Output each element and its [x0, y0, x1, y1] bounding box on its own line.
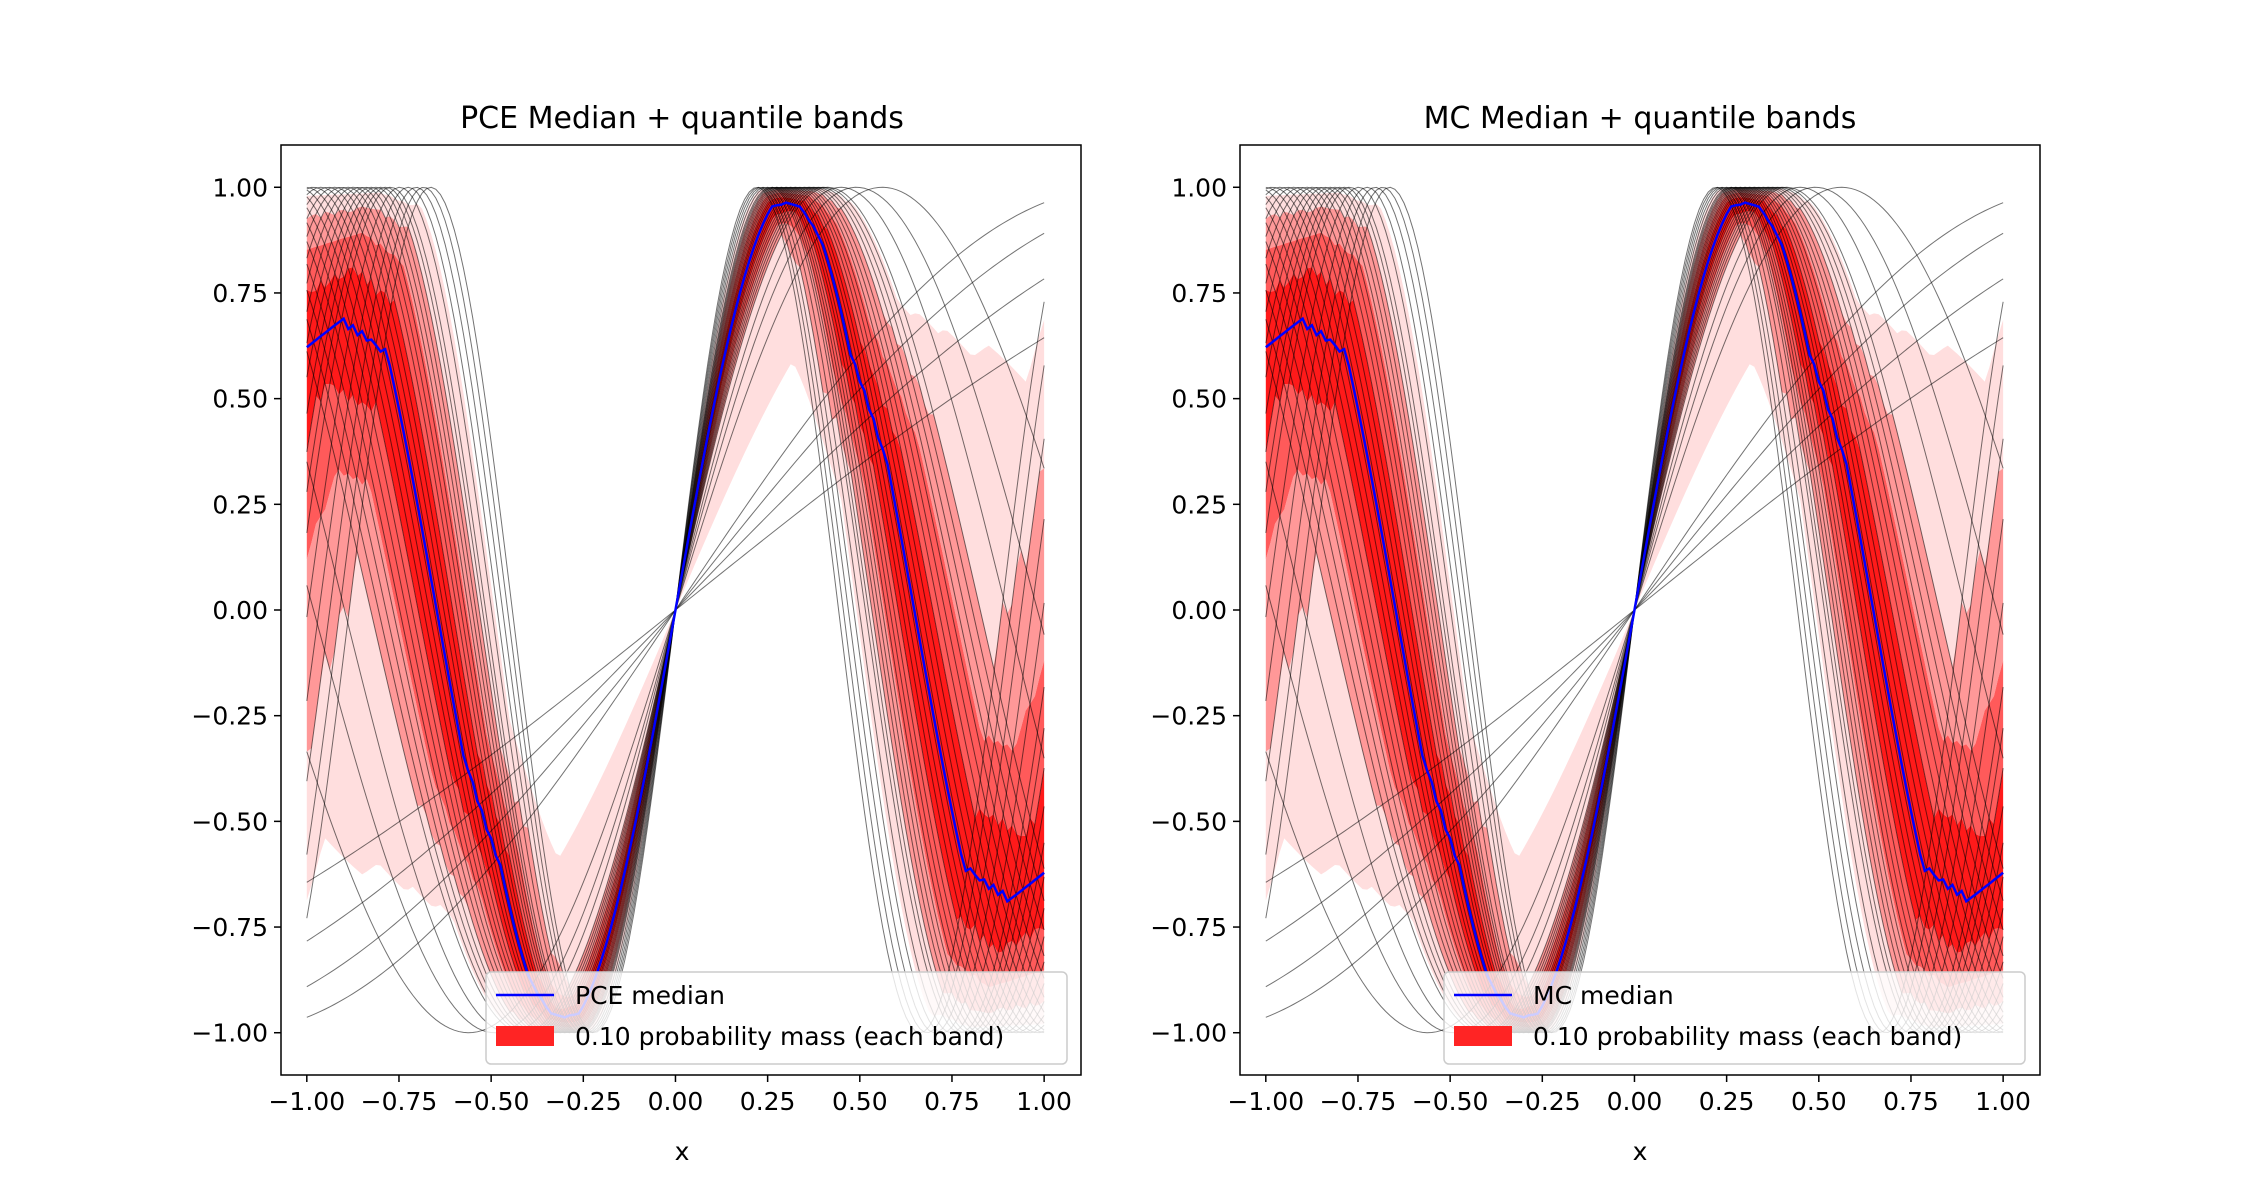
x-tick-label: 0.25: [1699, 1087, 1755, 1116]
x-tick-label: 1.00: [1975, 1087, 2031, 1116]
x-tick-label: 0.00: [648, 1087, 704, 1116]
legend-band-label: 0.10 probability mass (each band): [1533, 1022, 1962, 1051]
y-tick-label: −0.75: [191, 913, 268, 942]
y-tick-label: 0.00: [1171, 596, 1227, 625]
y-tick-label: 0.25: [1171, 490, 1227, 519]
y-tick-label: 0.00: [212, 596, 268, 625]
legend: PCE median 0.10 probability mass (each b…: [485, 971, 1068, 1065]
y-tick-label: 0.50: [1171, 385, 1227, 414]
y-tick-label: −1.00: [191, 1019, 268, 1048]
x-tick-label: 0.50: [1791, 1087, 1847, 1116]
median-line: [306, 201, 1045, 1019]
x-tick-label: −0.25: [1504, 1087, 1581, 1116]
x-tick-label: 1.00: [1016, 1087, 1072, 1116]
y-tick-label: 0.75: [1171, 279, 1227, 308]
chart-title: MC Median + quantile bands: [1424, 101, 1857, 136]
legend-box: [1443, 971, 2026, 1065]
y-tick-label: 1.00: [1171, 173, 1227, 202]
y-tick-label: −0.50: [1150, 807, 1227, 836]
x-axis-label: x: [675, 1137, 690, 1166]
y-tick-label: −0.25: [1150, 702, 1227, 731]
x-tick-label: −0.25: [545, 1087, 622, 1116]
median-line: [1265, 201, 2004, 1019]
y-tick-label: 0.75: [212, 279, 268, 308]
chart-title: PCE Median + quantile bands: [460, 101, 904, 136]
x-tick-label: −0.75: [361, 1087, 438, 1116]
legend-band-label: 0.10 probability mass (each band): [575, 1022, 1004, 1051]
axis-ticks: −1.00 −0.75 −0.50 −0.25 0.00 0.25 0.50 0.75 1.00…: [191, 173, 1072, 1116]
y-tick-label: 0.50: [212, 385, 268, 414]
x-tick-label: 0.75: [1883, 1087, 1939, 1116]
x-tick-label: 0.75: [924, 1087, 980, 1116]
x-tick-label: 0.00: [1607, 1087, 1663, 1116]
x-tick-label: −0.50: [1412, 1087, 1489, 1116]
legend-median-label: PCE median: [575, 981, 725, 1010]
plot-area: [1265, 186, 2004, 1034]
x-tick-label: 0.50: [832, 1087, 888, 1116]
y-tick-label: 1.00: [212, 173, 268, 202]
chart-panel-pce: PCE Median + quantile bands −1.00 −0.75 −0…: [191, 101, 1082, 1166]
y-tick-label: −0.25: [191, 702, 268, 731]
legend: MC median 0.10 probability mass (each ba…: [1443, 971, 2026, 1065]
legend-band-swatch: [496, 1026, 554, 1046]
chart-panel-mc: MC Median + quantile bands −1.00 −0.75 −0.…: [1150, 101, 2041, 1166]
x-tick-label: −1.00: [1227, 1087, 1304, 1116]
x-tick-label: −1.00: [268, 1087, 345, 1116]
legend-box: [485, 971, 1068, 1065]
y-tick-label: −1.00: [1150, 1019, 1227, 1048]
legend-band-swatch: [1454, 1026, 1512, 1046]
quantile-band-3-upper: [306, 197, 1045, 1018]
x-tick-label: −0.75: [1320, 1087, 1397, 1116]
y-tick-label: −0.50: [191, 807, 268, 836]
x-axis-label: x: [1633, 1137, 1648, 1166]
legend-median-label: MC median: [1533, 981, 1674, 1010]
quantile-band-3-upper: [1265, 197, 2004, 1018]
quantile-band-3-lower: [1265, 202, 2004, 1023]
y-tick-label: −0.75: [1150, 913, 1227, 942]
x-tick-label: −0.50: [453, 1087, 530, 1116]
axis-ticks: −1.00 −0.75 −0.50 −0.25 0.00 0.25 0.50 0.75 1.00…: [1150, 173, 2031, 1116]
quantile-band-3-lower: [306, 202, 1045, 1023]
x-tick-label: 0.25: [740, 1087, 796, 1116]
plot-area: [306, 186, 1045, 1034]
y-tick-label: 0.25: [212, 490, 268, 519]
